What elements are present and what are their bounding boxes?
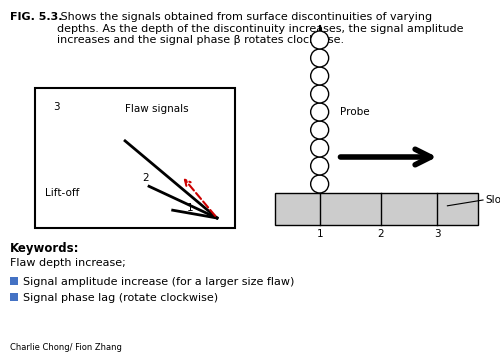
Bar	[275, 193, 478, 225]
Text: Signal phase lag (rotate clockwise): Signal phase lag (rotate clockwise)	[23, 293, 218, 303]
Circle shape	[310, 121, 328, 139]
Circle shape	[310, 103, 328, 121]
Text: 1: 1	[316, 229, 323, 239]
Circle shape	[310, 67, 328, 85]
Text: Signal amplitude increase (for a larger size flaw): Signal amplitude increase (for a larger …	[23, 277, 294, 287]
Circle shape	[310, 49, 328, 67]
Text: 1: 1	[187, 203, 194, 213]
Text: 2: 2	[142, 173, 148, 183]
Text: 3: 3	[53, 102, 60, 112]
Circle shape	[310, 85, 328, 103]
Text: Flaw signals: Flaw signals	[125, 104, 188, 114]
Text: 3: 3	[434, 229, 440, 239]
Text: Shows the signals obtained from surface discontinuities of varying
depths. As th: Shows the signals obtained from surface …	[57, 12, 464, 45]
Text: Probe: Probe	[340, 107, 370, 117]
Bar	[35, 88, 235, 228]
Circle shape	[310, 31, 328, 49]
Bar	[10, 277, 18, 285]
Text: Charlie Chong/ Fion Zhang: Charlie Chong/ Fion Zhang	[10, 343, 122, 352]
Circle shape	[310, 175, 328, 193]
Text: FIG. 5.3.: FIG. 5.3.	[10, 12, 62, 22]
Circle shape	[310, 139, 328, 157]
Bar	[10, 293, 18, 301]
Text: 2: 2	[377, 229, 384, 239]
Text: Flaw depth increase;: Flaw depth increase;	[10, 258, 126, 268]
Text: Slots: Slots	[485, 195, 500, 205]
Circle shape	[310, 157, 328, 175]
Text: Keywords:: Keywords:	[10, 242, 80, 255]
Text: Lift-off: Lift-off	[45, 188, 80, 198]
